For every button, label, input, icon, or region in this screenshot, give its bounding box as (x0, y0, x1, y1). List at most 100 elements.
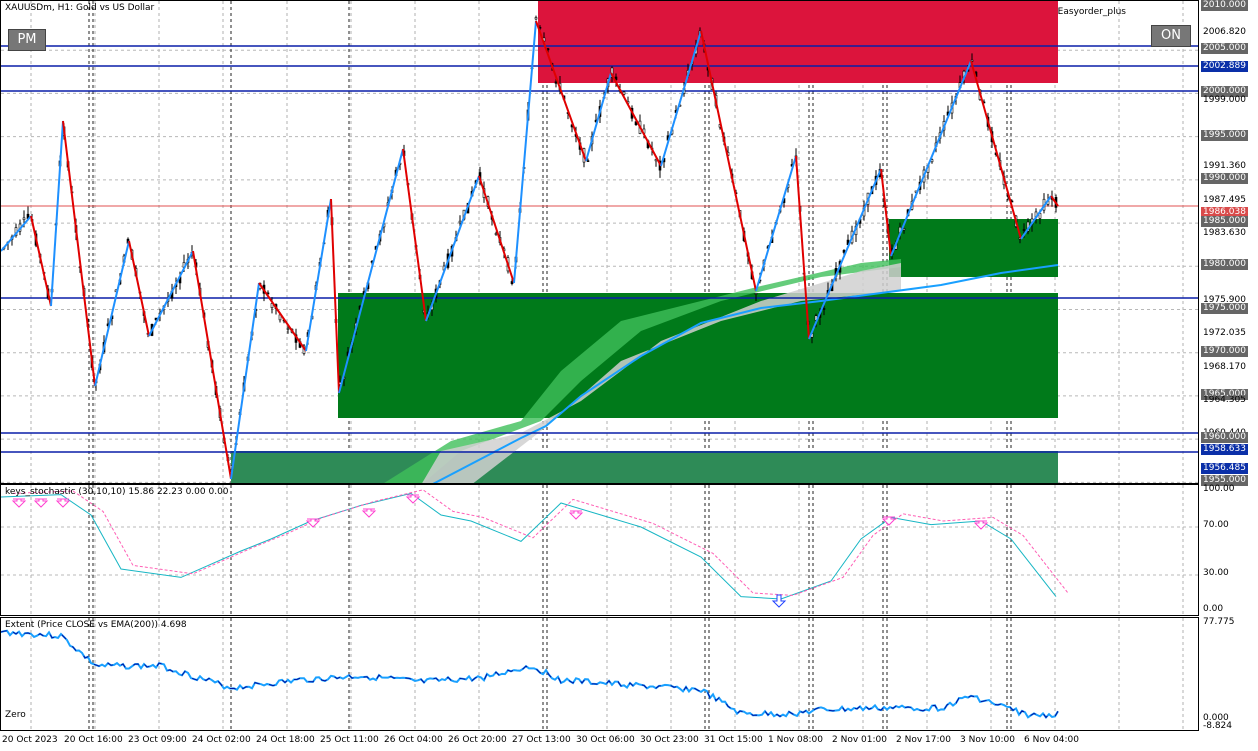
sell-arrow-icon (405, 494, 421, 504)
extent-level-label: -8.824 (1203, 721, 1233, 731)
zigzag-leg (230, 282, 260, 480)
price-label: 1975.000 (1201, 302, 1248, 314)
time-label: 24 Oct 02:00 (192, 735, 251, 745)
zigzag-leg (700, 30, 757, 292)
candle-body (554, 81, 558, 84)
zigzag-leg (755, 155, 797, 292)
candle-body (754, 293, 758, 295)
sell-arrow-icon (55, 498, 71, 508)
price-label: 2006.820 (1203, 27, 1246, 38)
time-label: 30 Oct 23:00 (640, 735, 699, 745)
zigzag-leg (890, 60, 972, 257)
zigzag-leg (148, 250, 194, 337)
price-label: 1970.000 (1201, 345, 1248, 357)
price-label: 1964.305 (1203, 394, 1246, 405)
pm-button[interactable]: PM (8, 29, 46, 51)
time-label: 2 Nov 01:00 (832, 735, 887, 745)
price-label: 1985.000 (1201, 216, 1248, 228)
zigzag-leg (478, 175, 515, 284)
stochastic-pane[interactable]: keys_stochastic (30,10,10) 15.86 22.23 0… (0, 484, 1199, 616)
extent-line-overlay (1, 630, 1059, 719)
price-label: 1968.170 (1203, 361, 1246, 372)
sell-arrow-icon (361, 508, 377, 518)
supply-zone (538, 1, 1058, 83)
sell-arrow-icon (881, 516, 897, 526)
zigzag-leg (305, 198, 332, 352)
time-label: 1 Nov 08:00 (768, 735, 823, 745)
zigzag-leg (970, 60, 1022, 240)
extent-title: Extent (Price CLOSE vs EMA(200)) 4.698 (5, 620, 187, 630)
time-label: 23 Oct 09:00 (128, 735, 187, 745)
zigzag-leg (1, 215, 32, 252)
demand-zone (338, 293, 1058, 418)
stochastic-canvas[interactable] (1, 485, 1199, 616)
zigzag-leg (535, 20, 587, 162)
zigzag-leg (610, 72, 662, 167)
time-label: 24 Oct 18:00 (256, 735, 315, 745)
candle-body (614, 76, 618, 80)
sell-arrow-icon (568, 510, 584, 520)
price-label: 1983.630 (1203, 227, 1246, 238)
price-label: 1955.000 (1201, 475, 1248, 487)
candle-body (902, 228, 906, 231)
zigzag-leg (585, 72, 612, 162)
time-label: 20 Oct 16:00 (64, 735, 123, 745)
sell-arrow-icon (11, 498, 27, 508)
candle-body (822, 308, 826, 310)
zigzag-leg (94, 240, 130, 387)
extent-pane[interactable]: Extent (Price CLOSE vs EMA(200)) 4.698 Z… (0, 617, 1199, 731)
zigzag-leg (808, 168, 882, 340)
time-label: 3 Nov 10:00 (960, 735, 1015, 745)
zigzag-leg (513, 20, 537, 284)
price-label: 1990.000 (1201, 172, 1248, 184)
time-label: 2 Nov 17:00 (896, 735, 951, 745)
zigzag-leg (30, 215, 52, 307)
stochastic-title: keys_stochastic (30,10,10) 15.86 22.23 0… (5, 487, 229, 497)
price-label: 1965.000 (1201, 388, 1248, 400)
zigzag-leg (258, 282, 307, 352)
stoch-level-label: 30.00 (1203, 568, 1229, 578)
price-chart-canvas[interactable] (1, 1, 1199, 484)
candle-body (458, 220, 462, 224)
symbol-title: XAUUSDm, H1: Gold vs US Dollar (5, 3, 155, 13)
sell-arrow-icon (305, 518, 321, 528)
demand-zone-small (889, 219, 1058, 277)
stoch-signal-line (12, 489, 1069, 596)
stoch-level-label: 0.00 (1203, 604, 1224, 614)
zigzag-leg (795, 155, 810, 340)
zigzag-leg (660, 30, 702, 167)
ema-cloud (384, 259, 901, 483)
price-label: 1986.038 (1201, 207, 1248, 219)
time-label: 26 Oct 20:00 (448, 735, 507, 745)
price-label: 1975.900 (1203, 294, 1246, 305)
price-label: 1991.360 (1203, 161, 1246, 172)
price-label: 1958.633 (1201, 443, 1248, 455)
zigzag-leg (128, 240, 150, 337)
extent-canvas[interactable] (1, 618, 1199, 731)
candle-body (534, 17, 538, 20)
buy-arrow-icon (771, 594, 787, 608)
candle-body (22, 217, 26, 220)
price-label: 1995.000 (1201, 129, 1248, 141)
zigzag-leg (880, 168, 892, 257)
on-button[interactable]: ON (1151, 25, 1191, 47)
time-label: 31 Oct 15:00 (704, 735, 763, 745)
easyorder-label: Easyorder_plus (1057, 7, 1126, 17)
price-label: 1987.495 (1203, 194, 1246, 205)
sell-arrow-icon (33, 498, 49, 508)
stoch-level-label: 100.00 (1203, 484, 1235, 494)
ema-line (432, 264, 1059, 483)
candle-body (610, 67, 614, 78)
zero-label: Zero (5, 710, 26, 720)
zigzag-leg (192, 250, 232, 480)
extent-line (1, 629, 1059, 719)
price-label: 2002.889 (1201, 61, 1248, 73)
zigzag-leg (330, 198, 340, 394)
extent-level-label: 77.775 (1203, 617, 1235, 627)
price-chart-pane[interactable]: XAUUSDm, H1: Gold vs US Dollar PM ON Eas… (0, 0, 1199, 484)
candle-body (286, 328, 290, 330)
price-label: 1956.485 (1201, 462, 1248, 474)
price-label: 1980.000 (1201, 259, 1248, 271)
sell-arrow-icon (973, 520, 989, 530)
zigzag-leg (1050, 195, 1059, 207)
